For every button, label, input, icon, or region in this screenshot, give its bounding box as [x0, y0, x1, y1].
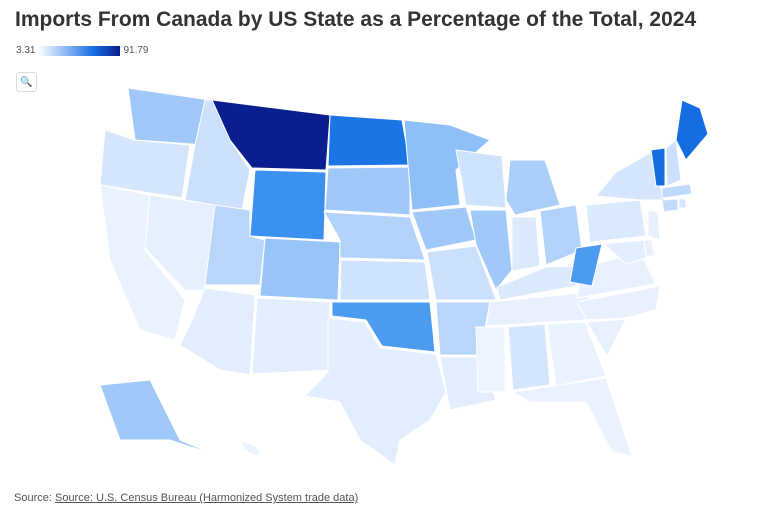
state-az[interactable] [179, 287, 256, 376]
us-map[interactable] [0, 0, 768, 490]
state-mi[interactable] [505, 159, 561, 216]
state-ks[interactable] [339, 259, 431, 301]
search-icon: 🔍 [20, 76, 33, 88]
state-ms[interactable] [475, 326, 506, 393]
state-nc[interactable] [576, 285, 661, 321]
state-wy[interactable] [249, 169, 327, 241]
legend-max: 91.79 [123, 45, 149, 56]
state-ia[interactable] [411, 206, 477, 251]
state-ct[interactable] [661, 198, 679, 213]
source-link[interactable]: Source: U.S. Census Bureau (Harmonized S… [54, 492, 359, 504]
state-il[interactable] [469, 209, 513, 291]
state-wi[interactable] [455, 149, 507, 209]
state-mn[interactable] [403, 119, 491, 211]
state-md[interactable] [602, 239, 647, 265]
chart-title: Imports From Canada by US State as a Per… [15, 8, 697, 31]
color-legend: 3.31 91.79 [16, 45, 149, 56]
state-ok[interactable] [331, 301, 436, 353]
legend-min: 3.31 [16, 45, 36, 56]
state-in[interactable] [511, 216, 541, 272]
state-sc[interactable] [586, 318, 627, 358]
state-wv[interactable] [569, 243, 603, 287]
state-al[interactable] [507, 323, 551, 391]
state-ga[interactable] [546, 321, 607, 387]
state-vt[interactable] [650, 147, 666, 187]
state-mt[interactable] [211, 99, 331, 171]
state-tx[interactable] [303, 317, 447, 466]
state-nj[interactable] [647, 209, 661, 241]
state-co[interactable] [259, 237, 341, 301]
state-nd[interactable] [327, 114, 411, 167]
legend-gradient [38, 45, 121, 56]
state-or[interactable] [99, 129, 191, 199]
source-note: Source: Source: U.S. Census Bureau (Harm… [14, 492, 359, 504]
state-me[interactable] [675, 99, 709, 161]
state-hi[interactable] [239, 439, 263, 457]
zoom-button[interactable]: 🔍 [16, 72, 37, 92]
state-nh[interactable] [665, 139, 682, 187]
state-fl[interactable] [511, 377, 633, 457]
state-nv[interactable] [144, 194, 216, 291]
state-ri[interactable] [678, 198, 687, 209]
state-nm[interactable] [251, 297, 331, 375]
state-sd[interactable] [324, 166, 411, 216]
state-ne[interactable] [323, 211, 426, 261]
state-ma[interactable] [661, 183, 693, 199]
state-tn[interactable] [485, 291, 591, 327]
state-pa[interactable] [585, 199, 647, 243]
state-mo[interactable] [426, 245, 497, 301]
state-ak[interactable] [99, 379, 216, 456]
